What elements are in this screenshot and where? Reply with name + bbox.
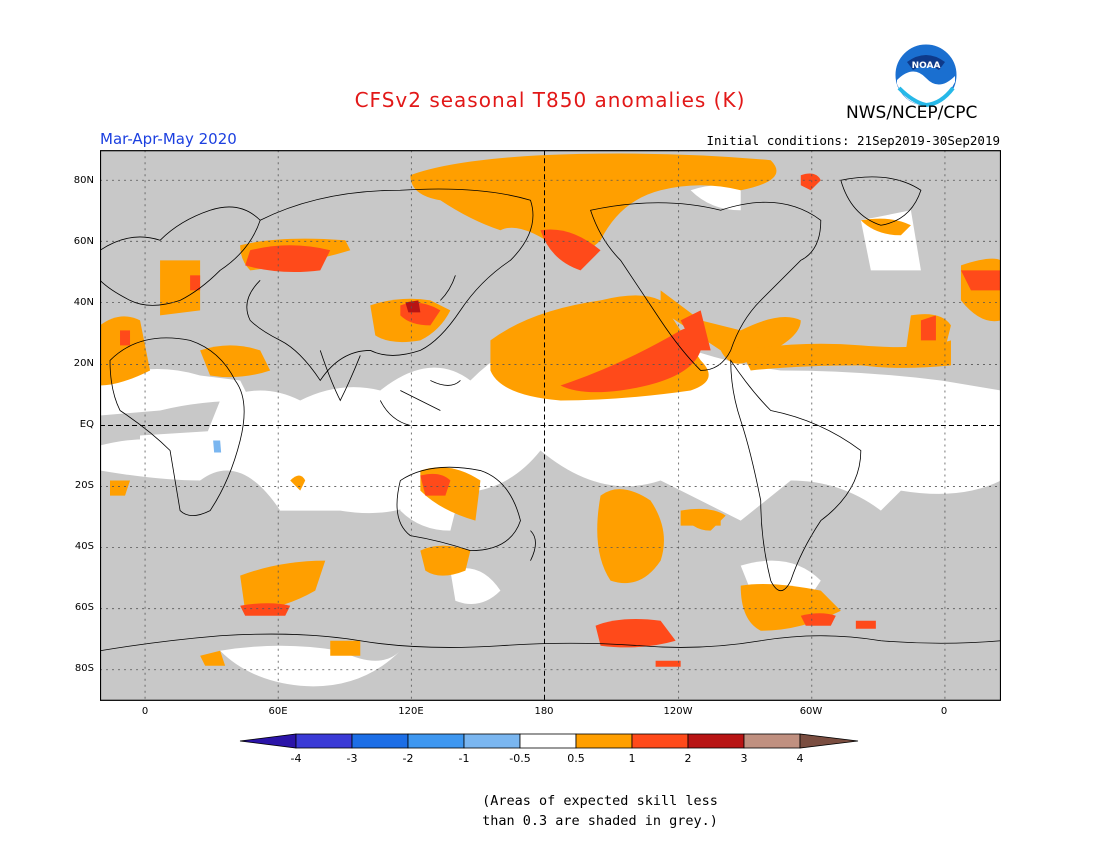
colorbar-label: 1	[628, 752, 636, 765]
skill-note-line-1: (Areas of expected skill less	[482, 793, 718, 809]
lat-label: 80S	[74, 663, 94, 674]
warm-anomaly-regions	[100, 153, 1001, 666]
agency-label: NWS/NCEP/CPC	[846, 103, 978, 123]
colorbar-label: -3	[346, 752, 358, 765]
colorbar-label: -1	[458, 752, 470, 765]
very-strong-warm-anomaly-regions	[405, 300, 421, 313]
lat-label: 20S	[74, 480, 94, 491]
lon-label: 180	[534, 706, 554, 717]
season-label: Mar-Apr-May 2020	[100, 130, 237, 148]
lon-label: 120E	[398, 706, 424, 717]
coastlines	[100, 176, 1001, 652]
colorbar-swatch	[631, 733, 689, 749]
colorbar-label: 0.5	[567, 752, 585, 765]
colorbar-swatch	[407, 733, 465, 749]
noaa-logo: NOAA	[894, 43, 958, 108]
lat-label: 60N	[73, 236, 94, 247]
lat-label: EQ	[79, 419, 94, 430]
colorbar-swatch	[351, 733, 409, 749]
lat-label: 80N	[73, 175, 94, 186]
anomaly-map	[100, 150, 1001, 701]
colorbar-label: -4	[290, 752, 302, 765]
strong-warm-anomaly-regions	[120, 173, 1001, 667]
lon-label: 60W	[799, 706, 823, 717]
colorbar-swatch	[239, 733, 297, 749]
colorbar-label: 2	[684, 752, 692, 765]
colorbar-label: -0.5	[509, 752, 531, 765]
skill-note-line-2: than 0.3 are shaded in grey.)	[482, 813, 718, 829]
colorbar-swatch	[463, 733, 521, 749]
lon-label: 0	[141, 706, 149, 717]
map-frame	[100, 150, 1001, 701]
chart-title: CFSv2 seasonal T850 anomalies (K)	[354, 88, 746, 112]
lon-label: 60E	[268, 706, 288, 717]
colorbar-label: 4	[796, 752, 804, 765]
lon-label: 0	[940, 706, 948, 717]
initial-conditions-label: Initial conditions: 21Sep2019-30Sep2019	[706, 133, 1001, 148]
lat-label: 40S	[74, 541, 94, 552]
colorbar-label: 3	[740, 752, 748, 765]
cool-anomaly-regions	[213, 440, 222, 453]
noaa-logo-text: NOAA	[912, 61, 941, 71]
graticule	[100, 150, 1001, 701]
colorbar-swatch	[295, 733, 353, 749]
lat-label: 20N	[73, 358, 94, 369]
colorbar-swatch	[799, 733, 859, 749]
lat-label: 60S	[74, 602, 94, 613]
lon-label: 120W	[663, 706, 693, 717]
colorbar-swatch	[687, 733, 745, 749]
equator-dateline	[100, 150, 1001, 701]
colorbar	[239, 733, 859, 749]
lat-label: 40N	[73, 297, 94, 308]
colorbar-swatch	[743, 733, 801, 749]
colorbar-swatch	[519, 733, 577, 749]
colorbar-label: -2	[402, 752, 414, 765]
colorbar-swatch	[575, 733, 633, 749]
